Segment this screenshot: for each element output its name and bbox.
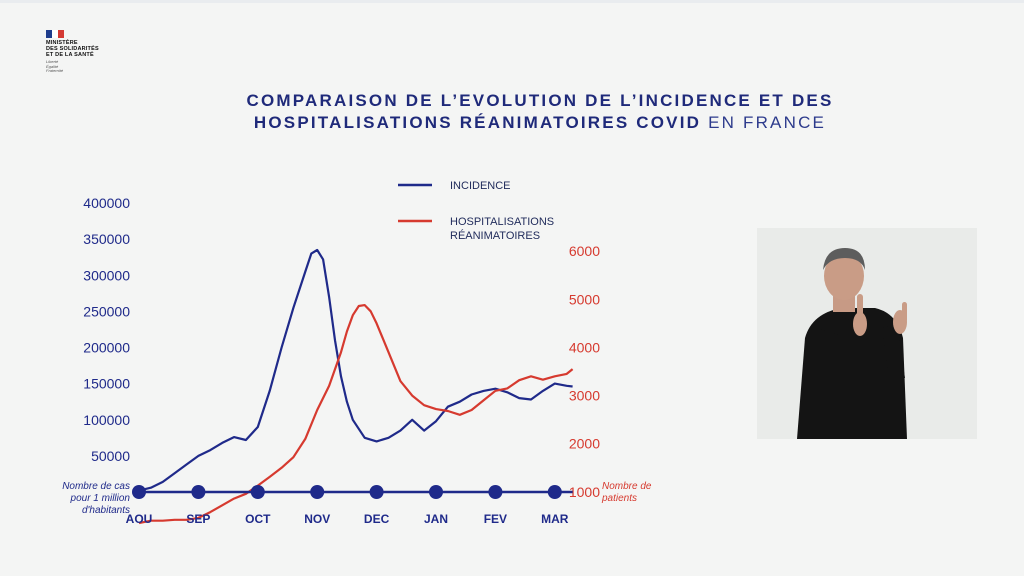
legend-label-1-0: HOSPITALISATIONS [450,216,554,228]
month-marker-fev [488,485,503,499]
logo-line-2: DES SOLIDARITÉS [46,46,99,52]
motto-line-2: Égalité [46,63,59,69]
sign-language-interpreter-video [757,228,977,439]
interpreter-figure [757,228,977,439]
title-line-2-light: EN FRANCE [708,113,827,132]
x-tick-label-dec: DEC [364,512,390,526]
right-axis-label-line-0: Nombre de [602,481,652,492]
ministry-logo: MINISTÈRE DES SOLIDARITÉS ET DE LA SANTÉ… [46,30,136,74]
left-axis-label-line-0: Nombre de cas [62,481,130,492]
left-tick-label-7: 400000 [83,195,130,211]
logo-line-1: MINISTÈRE [46,40,78,46]
month-marker-sep [191,485,206,499]
chart-title: COMPARAISON DE L’EVOLUTION DE L’INCIDENC… [180,90,900,134]
right-tick-label-5: 6000 [569,243,600,259]
logo-motto: Liberté Égalité Fraternité [46,59,136,74]
month-marker-nov [310,485,325,499]
month-marker-jan [429,485,443,499]
legend-label-0-0: INCIDENCE [450,180,511,192]
top-strip [0,0,1024,3]
left-axis-label-line-1: pour 1 million [70,493,131,504]
motto-line-3: Fraternité [46,68,64,73]
right-tick-label-1: 2000 [569,436,600,452]
x-tick-label-oct: OCT [245,512,271,526]
title-line-1: COMPARAISON DE L’EVOLUTION DE L’INCIDENC… [246,91,834,110]
legend-label-1-1: RÉANIMATOIRES [450,229,540,242]
series-line-incidence [138,248,573,492]
series-line-hospitalisations [138,304,574,525]
right-tick-label-0: 1000 [569,484,600,500]
left-axis-label-line-2: d'habitants [82,505,130,516]
left-tick-label-3: 200000 [83,340,130,356]
x-tick-label-sep: SEP [186,512,210,526]
right-tick-label-3: 4000 [569,339,600,355]
french-flag-icon [46,30,64,38]
title-line-2-bold: HOSPITALISATIONS RÉANIMATOIRES COVID [253,113,702,132]
month-marker-oct [250,485,265,499]
left-tick-label-4: 250000 [83,303,130,319]
month-marker-dec [369,485,384,499]
x-tick-label-nov: NOV [304,512,330,526]
left-tick-label-1: 100000 [83,412,130,428]
right-tick-label-4: 5000 [569,291,600,307]
left-tick-label-6: 350000 [83,231,130,247]
x-tick-label-fev: FEV [484,512,507,526]
x-tick-label-jan: JAN [424,512,448,526]
month-marker-mar [547,485,562,499]
left-tick-label-0: 50000 [91,448,130,464]
right-tick-label-2: 3000 [569,388,600,404]
logo-line-3: ET DE LA SANTÉ [46,52,94,58]
left-tick-label-5: 300000 [83,267,130,283]
x-tick-label-aou: AOU [126,512,153,526]
month-marker-aou [132,485,146,499]
right-axis-label-line-1: patients [601,493,637,504]
left-tick-label-2: 150000 [83,376,130,392]
motto-line-1: Liberté [46,59,59,64]
x-tick-label-mar: MAR [541,512,569,526]
